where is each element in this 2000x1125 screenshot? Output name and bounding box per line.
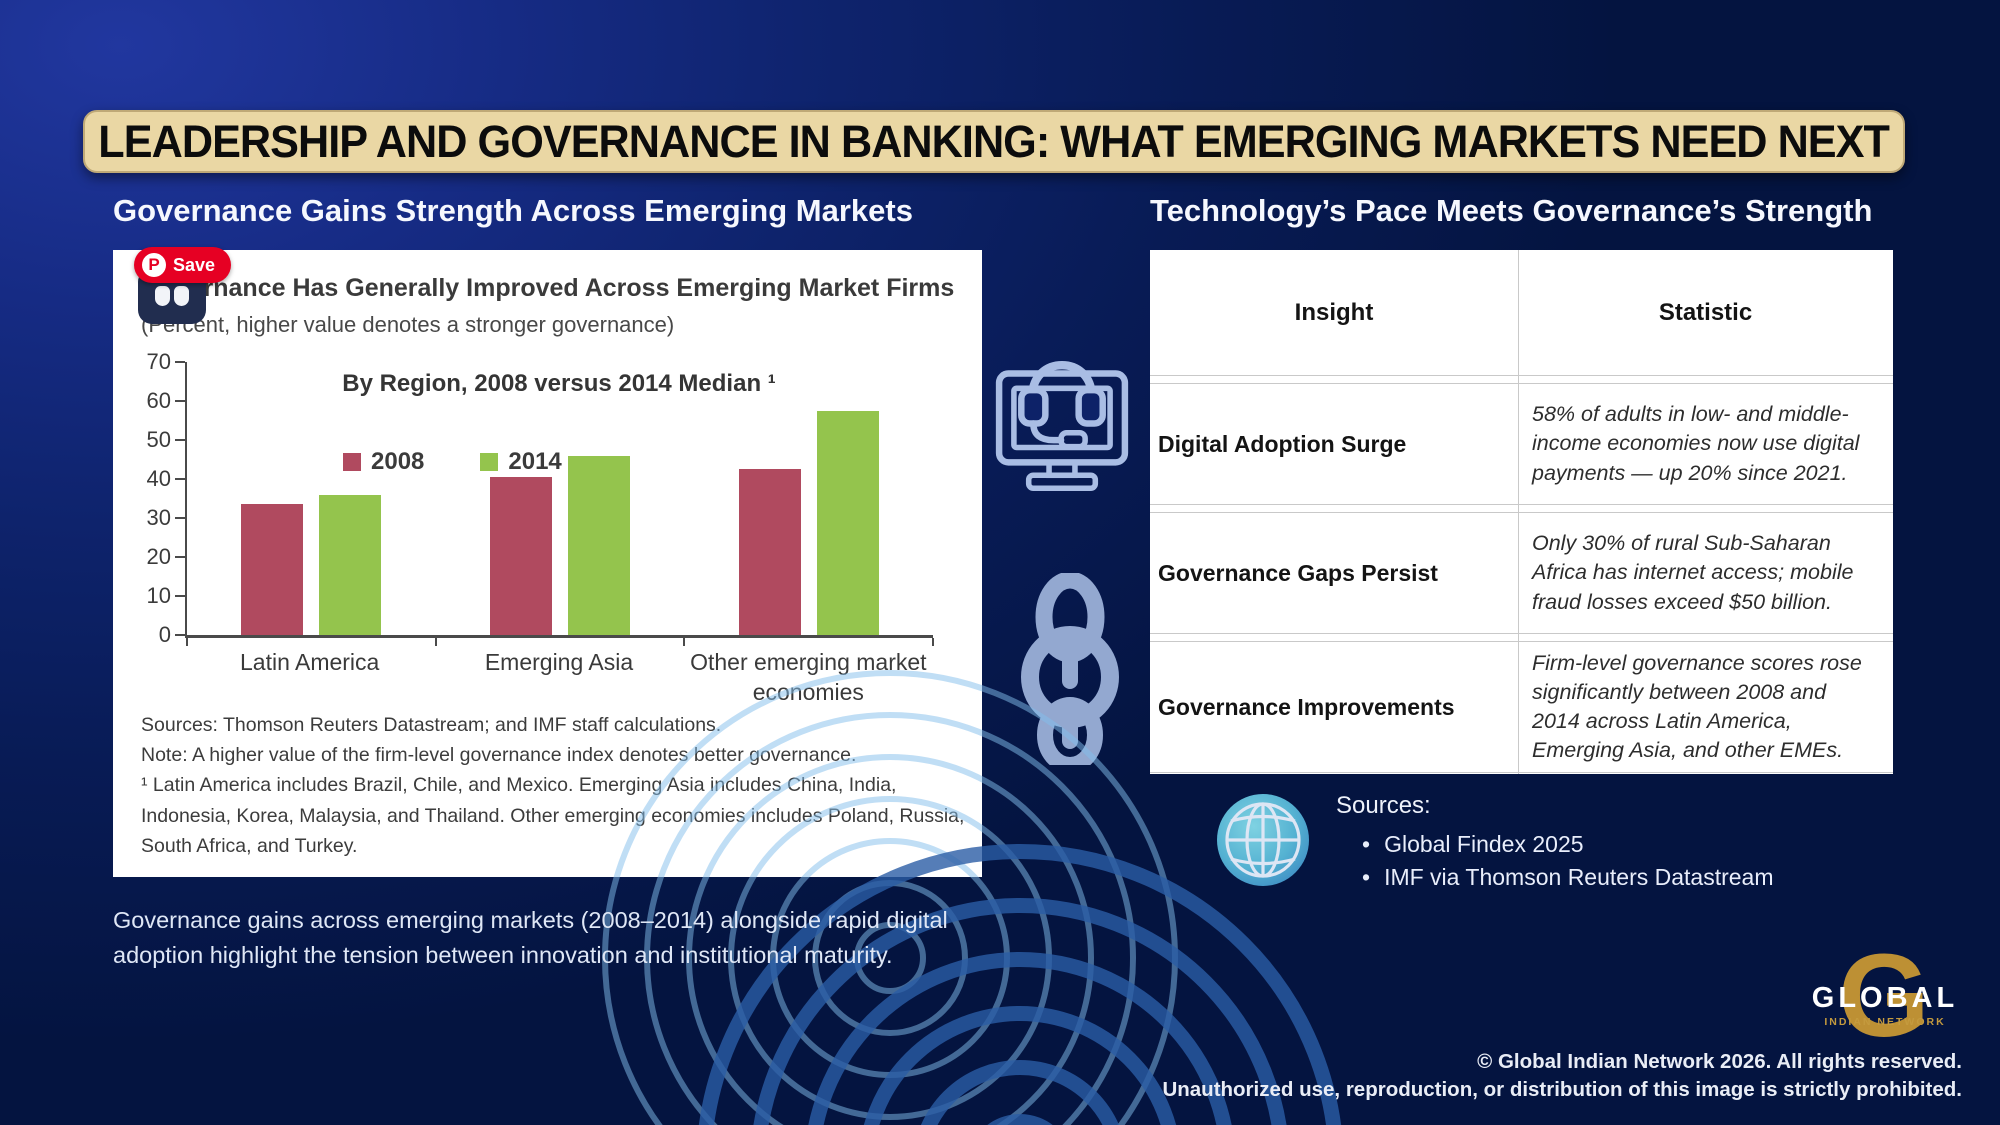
x-category-label: Emerging Asia: [484, 649, 634, 675]
bar-2008: [241, 504, 304, 635]
pinterest-save-label: Save: [173, 254, 216, 275]
x-category-label: Latin America: [239, 649, 380, 675]
bar-2014: [567, 455, 630, 635]
title-banner: LEADERSHIP AND GOVERNANCE IN BANKING: WH…: [83, 110, 1905, 173]
table-cell-insight: Digital Adoption Surge: [1158, 430, 1407, 457]
logo-subtext: INDIAN NETWORK: [1824, 1016, 1946, 1028]
legend-label: 2008: [371, 448, 425, 475]
bar-2008: [489, 477, 552, 635]
chart-legend: 2008 2014: [343, 448, 562, 476]
bar-chart-plot-area: 70 60 50 40 30 20 10 0: [147, 349, 934, 647]
bar-group-2: [436, 362, 685, 635]
chart-title: Governance Has Generally Improved Across…: [141, 274, 955, 302]
y-axis-label: 30: [146, 505, 171, 530]
bar-group-3: [684, 362, 933, 635]
legend-swatch-2014: [480, 453, 499, 471]
y-axis-label: 20: [146, 544, 171, 569]
ring: [966, 1114, 1074, 1125]
global-indian-network-logo: G GLOBAL INDIAN NETWORK: [1800, 930, 1970, 1062]
globe-icon: [1213, 788, 1313, 892]
chart-x-axis-labels: Latin America Emerging Asia Other emerging…: [185, 648, 933, 708]
share-overlay-glyph: [155, 286, 170, 306]
legend-label: 2014: [508, 448, 562, 475]
table-row: Governance Improvements Firm-level govern…: [1150, 641, 1893, 773]
pinterest-icon: P: [142, 253, 166, 277]
x-category-label: Other emerging market economies: [690, 649, 927, 705]
table-header-row: Insight Statistic: [1150, 250, 1893, 376]
legend-item-2008: 2008: [343, 448, 424, 476]
y-axis-tick: [175, 556, 185, 558]
x-axis-tick: [932, 638, 934, 646]
y-axis-label: 10: [146, 583, 171, 608]
table-cell-statistic: Firm-level governance scores rose signif…: [1532, 650, 1862, 763]
legend-swatch-2008: [343, 453, 361, 471]
monitor-headset-icon: [995, 361, 1129, 491]
legend-item-2014: 2014: [480, 448, 562, 476]
page-title: LEADERSHIP AND GOVERNANCE IN BANKING: WH…: [98, 115, 1891, 167]
table-cell-statistic: Only 30% of rural Sub-Saharan Africa has…: [1532, 531, 1854, 614]
table-row: Digital Adoption Surge 58% of adults in l…: [1150, 383, 1893, 505]
y-axis-tick: [175, 634, 185, 636]
x-axis-tick: [683, 638, 686, 646]
share-overlay-glyph: [174, 286, 189, 306]
footnote-line: ¹ Latin America includes Brazil, Chile, …: [141, 774, 965, 857]
source-item: IMF via Thomson Reuters Datastream: [1362, 861, 1773, 894]
y-axis-tick: [175, 517, 185, 519]
bar-group-1: [187, 362, 436, 635]
y-axis-tick: [175, 595, 185, 597]
source-item: Global Findex 2025: [1362, 828, 1774, 861]
insight-table: Insight Statistic Digital Adoption Surge…: [1150, 250, 1893, 774]
y-axis-tick: [175, 400, 185, 402]
table-header-insight: Insight: [1294, 298, 1374, 326]
table-cell-insight: Governance Gaps Persist: [1158, 559, 1438, 586]
y-axis-label: 40: [146, 466, 171, 491]
y-axis-label: 0: [158, 622, 171, 647]
bar-2014: [319, 494, 382, 635]
y-axis-label: 60: [146, 388, 171, 413]
y-axis-label: 50: [146, 427, 171, 452]
pinterest-save-button[interactable]: P Save: [134, 247, 232, 283]
footnote-line: Note: A higher value of the firm-level g…: [141, 744, 857, 767]
table-column-divider: [1518, 250, 1519, 774]
sources-list: Global Findex 2025IMF via Thomson Reuter…: [1362, 828, 1774, 894]
y-axis-tick: [175, 478, 185, 480]
chart-card: Governance Has Generally Improved Across…: [113, 250, 982, 877]
sources-label: Sources:: [1336, 792, 1431, 819]
x-axis-tick: [186, 638, 188, 646]
logo-wordmark: GLOBAL: [1811, 982, 1959, 1014]
bar-2008: [738, 469, 801, 635]
x-axis-tick: [434, 638, 437, 646]
right-section-heading: Technology’s Pace Meets Governance’s Str…: [1150, 193, 1873, 228]
table-header-statistic: Statistic: [1658, 298, 1753, 326]
table-cell-insight: Governance Improvements: [1158, 693, 1455, 720]
rights-line: Unauthorized use, reproduction, or distr…: [1162, 1078, 1962, 1101]
table-body: Digital Adoption Surge 58% of adults in l…: [1150, 383, 1893, 773]
left-section-heading: Governance Gains Strength Across Emergin…: [113, 193, 913, 228]
chart-subtitle: (Percent, higher value denotes a stronge…: [141, 312, 675, 337]
chart-caption: Governance gains across emerging markets…: [113, 907, 948, 969]
logo-monogram: G: [1838, 930, 1930, 1062]
table-row: Governance Gaps Persist Only 30% of rural…: [1150, 512, 1893, 634]
table-cell-statistic: 58% of adults in low- and middle-income …: [1532, 402, 1860, 485]
y-axis-tick: [175, 361, 185, 363]
bar-2014: [816, 410, 879, 635]
chart-inner-title: By Region, 2008 versus 2014 Median ¹: [342, 370, 776, 397]
footnote-line: Sources: Thomson Reuters Datastream; and…: [141, 714, 722, 736]
copyright-line: © Global Indian Network 2026. All rights…: [1477, 1050, 1962, 1073]
chain-links-icon: [1021, 573, 1119, 765]
y-axis-tick: [175, 439, 185, 441]
chart-footnotes: Sources: Thomson Reuters Datastream; and…: [141, 710, 977, 861]
y-axis-label: 70: [146, 349, 171, 374]
